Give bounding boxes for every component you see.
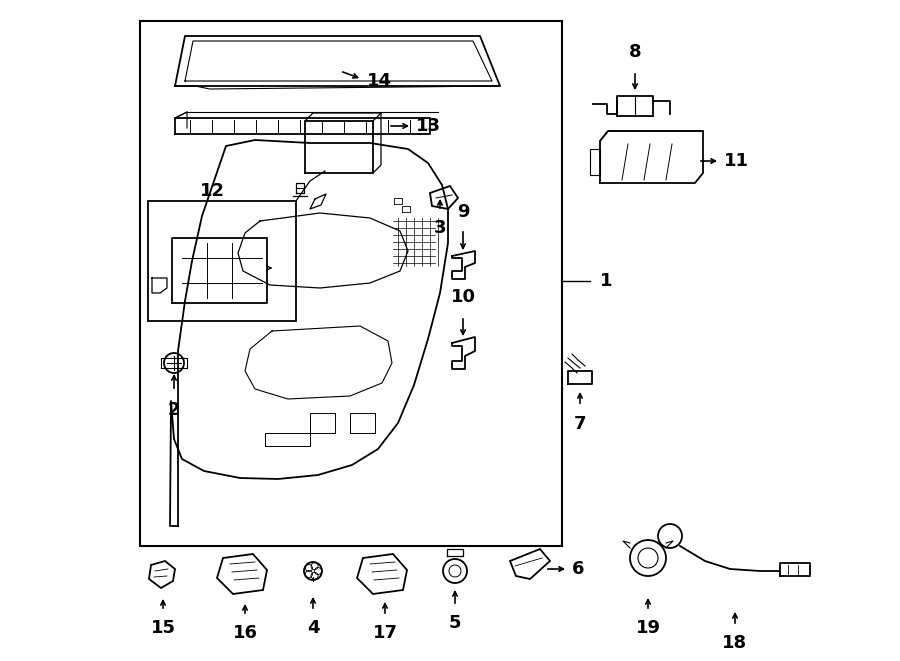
Text: 11: 11: [724, 152, 749, 170]
Text: 4: 4: [307, 619, 320, 637]
Text: 6: 6: [572, 560, 584, 578]
Text: 8: 8: [629, 43, 642, 61]
Bar: [148, 201, 296, 321]
Text: 17: 17: [373, 624, 398, 642]
Text: 10: 10: [451, 288, 475, 306]
Text: 5: 5: [449, 614, 461, 632]
Text: 19: 19: [635, 619, 661, 637]
Text: 7: 7: [574, 415, 586, 433]
Text: 15: 15: [150, 619, 176, 637]
Text: 1: 1: [600, 272, 613, 290]
Bar: [140, 21, 562, 546]
Text: 12: 12: [200, 182, 225, 200]
Text: 13: 13: [416, 117, 441, 135]
Text: 18: 18: [723, 634, 748, 652]
Text: 2: 2: [167, 401, 180, 419]
Text: 16: 16: [232, 624, 257, 642]
Text: 14: 14: [367, 72, 392, 90]
Text: 9: 9: [456, 203, 469, 221]
Text: 3: 3: [434, 219, 446, 237]
